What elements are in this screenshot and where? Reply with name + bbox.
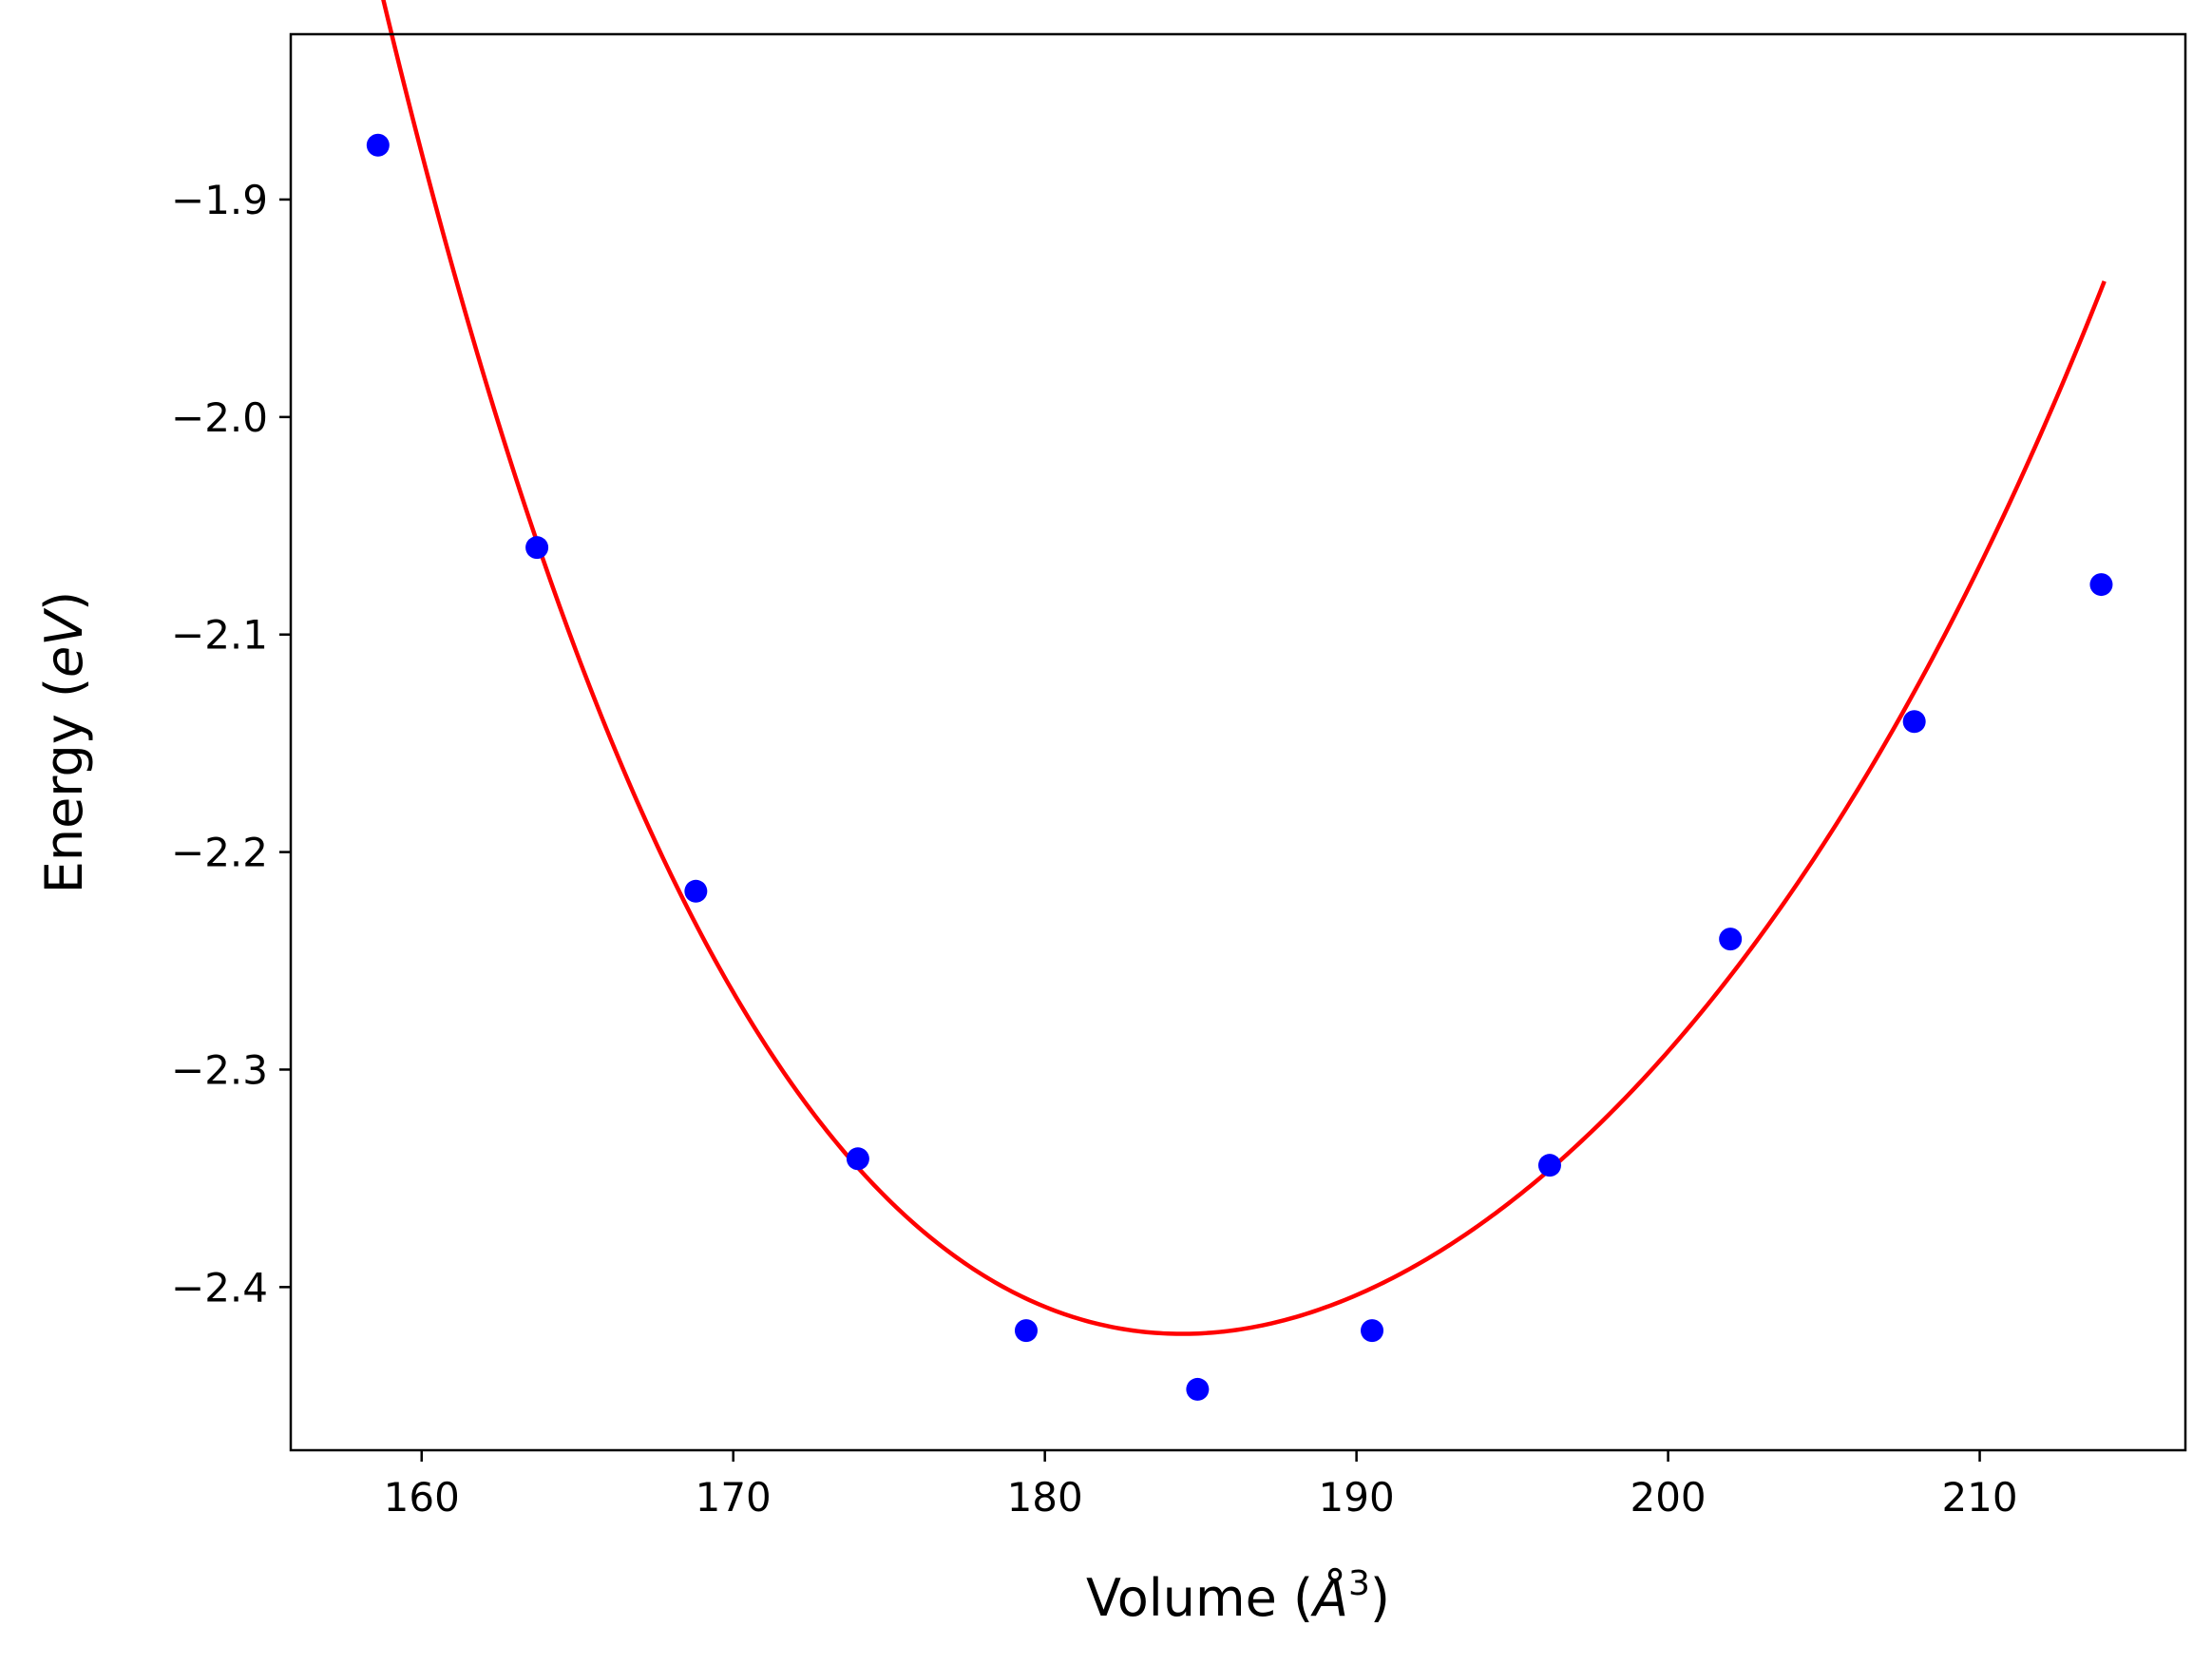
y-tick-label: −2.0 [171,394,268,441]
y-axis-label-base: Energy ( [34,678,94,893]
fit-curve-layer [381,0,2107,1336]
y-tick-label: −2.4 [171,1264,268,1311]
y-tick-label: −2.1 [171,612,268,659]
y-tick-label: −2.2 [171,830,268,876]
y-tick-label: −2.3 [171,1046,268,1093]
data-points-layer [366,133,2113,1401]
fit-curve-line [381,0,2107,1336]
x-axis-label-base: Volume ( [1086,1568,1313,1628]
x-axis-label-unit: Å [1310,1567,1348,1628]
data-point [366,133,390,157]
x-axis-label-exponent: 3 [1348,1564,1370,1603]
data-point [1361,1319,1384,1343]
data-point [1719,928,1743,951]
x-tick-label: 190 [1319,1474,1395,1521]
y-axis-label-close: ) [34,591,94,611]
x-axis-ticks: 160 170 180 190 200 210 [384,1450,2018,1521]
data-point [1014,1319,1038,1343]
y-tick-label: −1.9 [171,177,268,223]
x-tick-label: 180 [1007,1474,1083,1521]
y-axis-ticks: −1.9 −2.0 −2.1 −2.2 −2.3 −2.4 [171,177,291,1311]
x-tick-label: 170 [696,1474,772,1521]
data-point [846,1147,869,1171]
data-point [2089,573,2113,597]
x-axis-label: Volume (Å3) [1086,1564,1390,1628]
data-point [1537,1154,1561,1177]
data-point [684,879,708,903]
y-axis-label: Energy (eV) [34,591,94,894]
x-tick-label: 160 [384,1474,460,1521]
x-tick-label: 210 [1941,1474,2017,1521]
data-point [1186,1377,1210,1401]
x-axis-label-close: ) [1370,1568,1390,1628]
x-tick-label: 200 [1630,1474,1706,1521]
plot-frame [289,32,2187,1452]
data-point [1902,710,1926,734]
y-axis-label-unit: eV [34,607,94,678]
data-point [525,536,549,560]
